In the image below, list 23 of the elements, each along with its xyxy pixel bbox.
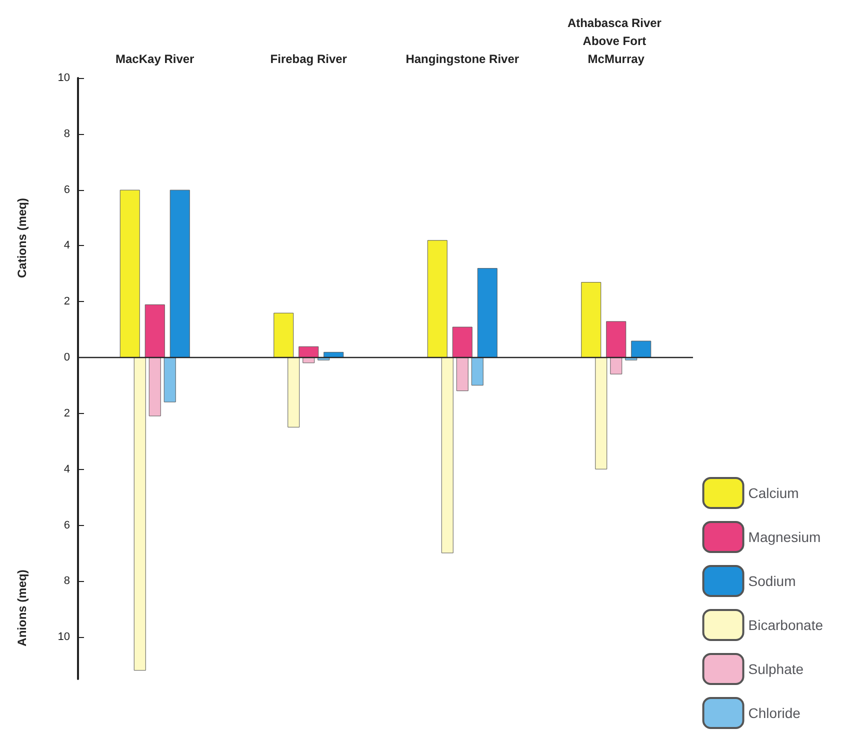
text: Anions (meq): [15, 570, 29, 646]
y-axis-title: Cations (meq): [15, 198, 29, 278]
legend-label: Sodium: [748, 573, 796, 589]
y-tick-label: 4: [64, 240, 70, 252]
legend-label: Calcium: [748, 485, 799, 501]
y-tick-label: 2: [64, 407, 70, 420]
legend-label: Bicarbonate: [748, 617, 824, 633]
y-tick-label: 4: [64, 463, 70, 476]
x-tick-label: MacKay River: [116, 52, 195, 66]
x-tick-label: Athabasca River Above Fort McMurray: [567, 16, 665, 66]
legend-label: Sulphate: [748, 661, 804, 677]
legend-label: Chloride: [748, 705, 801, 721]
x-tick-label: Firebag River: [270, 52, 348, 66]
y-tick-label: 0: [64, 352, 70, 364]
y-tick-label: 8: [64, 575, 70, 588]
y-tick-label: 6: [64, 519, 70, 532]
legend-label: Magnesium: [748, 529, 821, 545]
y-tick-label: 10: [58, 631, 70, 644]
y-tick-label: 2: [64, 296, 70, 308]
y-tick-label: 8: [64, 128, 70, 140]
x-tick-label: Hangingstone River: [406, 52, 520, 66]
y-tick-label: 6: [64, 184, 70, 196]
y-tick-label: 10: [58, 72, 70, 84]
